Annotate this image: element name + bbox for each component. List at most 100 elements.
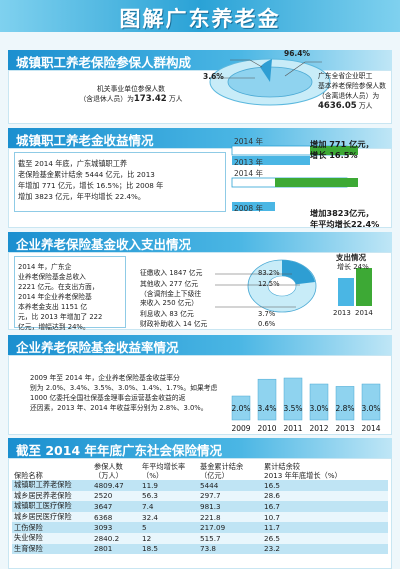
table-cell: 城镇职工养老保险 <box>12 480 92 491</box>
table-cell: 10.7 <box>262 511 388 523</box>
table-cell: 11.7 <box>262 522 388 533</box>
table-cell: 6368 <box>92 511 140 523</box>
table-cell: 981.3 <box>198 501 262 512</box>
sec1-left-note: 机关事业单位参保人数 （含退休人员）为173.42 万人 <box>56 84 206 104</box>
yield-bar-label: 3.5% <box>283 404 302 413</box>
sec1-left-line: （含退休人员）为 <box>79 95 134 103</box>
section-3-title: 企业养老保险基金收入支出情况 <box>16 237 192 252</box>
expense-growth: 增长 24% <box>337 263 369 271</box>
sec2-text-line: 截至 2014 年底，广东城镇职工养 <box>18 159 128 168</box>
income-pct-5: 0.6% <box>258 320 276 328</box>
sec1-left-unit: 万人 <box>168 95 183 103</box>
table-cell: 5 <box>140 522 198 533</box>
table-cell: 221.8 <box>198 511 262 523</box>
table-cell: 5444 <box>198 480 262 491</box>
pie-pct-small: 3.6% <box>203 72 224 81</box>
table-cell: 16.7 <box>262 501 388 512</box>
sec4-text-line: 别为 2.0%、3.4%、3.5%、3.0%、1.4%、1.7%。如果考虑 <box>30 384 218 392</box>
sec3-text-line: 2014 年企业养老保险基 <box>18 293 92 301</box>
sec3-text-line: 本养老金支出 1151 亿 <box>18 303 88 311</box>
table-row: 工伤保险 3093 5 217.09 11.7 <box>12 522 388 533</box>
table-cell: 56.3 <box>140 490 198 502</box>
yield-year-label: 2013 <box>335 424 354 433</box>
table-cell: 7.4 <box>140 501 198 512</box>
income-pct-1: 12.5% <box>258 280 280 288</box>
sec3-text-line: 亿元，增幅达到 24%。 <box>18 323 90 331</box>
sec1-right-value: 4636.05 <box>318 101 357 111</box>
sec2-text: 截至 2014 年底，广东城镇职工养 老保险基金累计结余 5444 亿元，比 2… <box>18 158 224 202</box>
table-cell: 11.9 <box>140 480 198 491</box>
table-cell: 18.5 <box>140 543 198 555</box>
bar-2013 <box>232 156 310 165</box>
table-cell: 217.09 <box>198 522 262 533</box>
yield-bar <box>257 378 277 421</box>
table-row: 城镇职工养老保险 4809.47 11.9 5444 16.5 <box>12 480 388 491</box>
table-row: 城乡居民医疗保险 6368 32.4 221.8 10.7 <box>12 511 388 523</box>
table-cell: 失业保险 <box>12 532 92 544</box>
yield-bar <box>309 383 329 421</box>
sec4-text-line: 1000 亿委托全国社保基金理事会运营基金收益的返 <box>30 394 186 402</box>
sec2-text-box <box>14 152 226 212</box>
table-cell: 城镇职工医疗保险 <box>12 501 92 512</box>
sec3-text-line: 2014 年，广东企 <box>18 263 72 271</box>
table-cell: 32.4 <box>140 511 198 523</box>
sec4-text-line: 2009 年至 2014 年，企业养老保险基金收益率分 <box>30 374 180 382</box>
sec4-text-line: 还因素，2013 年、2014 年收益率分别为 2.8%、3.0%。 <box>30 404 208 412</box>
bar-2008 <box>232 202 275 211</box>
table-header-cell: 参保人数 （万人） <box>94 462 123 480</box>
sec3-text-line: 元，比 2013 年增加了 222 <box>18 313 103 321</box>
callout-a-line: 增加 771 亿元， <box>310 139 374 149</box>
callout-b: 增加3823亿元， 年平均增长22.4% <box>310 208 379 230</box>
table-cell: 生育保险 <box>12 543 92 555</box>
table-header-cell: 累计结余较 2013 年年底增长（%） <box>264 462 342 480</box>
yield-year-label: 2010 <box>257 424 276 433</box>
table-cell: 4809.47 <box>92 480 140 491</box>
table-cell: 2801 <box>92 543 140 555</box>
table-row: 生育保险 2801 18.5 73.8 23.2 <box>12 543 388 555</box>
income-item-0: 征缴收入 1847 亿元 <box>140 269 203 277</box>
sec4-text: 2009 年至 2014 年，企业养老保险基金收益率分 别为 2.0%、3.4%… <box>30 373 220 413</box>
income-item-2: （含调剂金上下级往 <box>140 290 202 298</box>
sec2-text-line: 老保险基金累计结余 5444 亿元，比 2013 <box>18 170 155 179</box>
yield-bar <box>335 386 355 421</box>
yield-year-label: 2009 <box>231 424 250 433</box>
table-cell: 73.8 <box>198 543 262 555</box>
table-cell: 12 <box>140 532 198 544</box>
section-2-bars <box>231 145 358 211</box>
insurance-table: 保险名称 参保人数 （万人） 年平均增长率 （%） 基金累计结余 （亿元） 累计… <box>12 462 388 555</box>
table-cell: 2520 <box>92 490 140 502</box>
sec2-text-line: 增加 3823 亿元，年平均增长 22.4%。 <box>18 192 146 201</box>
callout-a-line: 增长 16.5% <box>310 150 358 160</box>
table-header-cell: 年平均增长率 （%） <box>142 462 186 480</box>
sec3-text-line: 业养老保险基金总收入 <box>18 273 86 281</box>
section-1-title: 城镇职工养老保险参保人群构成 <box>16 55 192 70</box>
table-cell: 城乡居民养老保险 <box>12 490 92 502</box>
callout-a: 增加 771 亿元， 增长 16.5% <box>310 139 374 161</box>
table-cell: 3647 <box>92 501 140 512</box>
yield-year-label: 2014 <box>361 424 380 433</box>
yield-chart: 2.0% 2009 3.4% 2010 3.5% 2011 3.0% 2012 2.8% 2013… <box>231 377 381 433</box>
section-4-header: 企业养老保险基金收益率情况 <box>8 335 392 355</box>
section-5-title: 截至 2014 年年底广东社会保险情况 <box>16 443 222 458</box>
income-item-3: 来收入 250 亿元） <box>140 299 199 307</box>
table-cell: 23.2 <box>262 543 388 555</box>
yield-bar-label: 3.0% <box>309 404 328 413</box>
section-4-title: 企业养老保险基金收益率情况 <box>16 340 179 355</box>
sec1-left-value: 173.42 <box>133 94 167 104</box>
yield-year-label: 2011 <box>283 424 302 433</box>
label-year-2013: 2013 年 <box>234 158 263 167</box>
sec1-right-line: （含离退休人员）为 <box>318 92 380 100</box>
label-year-2014-b: 2014 年 <box>234 169 263 178</box>
bar-2014-a <box>310 146 358 155</box>
table-cell: 城乡居民医疗保险 <box>12 511 92 523</box>
section-5-header: 截至 2014 年年底广东社会保险情况 <box>8 438 392 458</box>
table-cell: 16.5 <box>262 480 388 491</box>
section-2-header: 城镇职工养老金收益情况 <box>8 128 392 148</box>
income-pct-4: 3.7% <box>258 310 276 318</box>
label-year-2008: 2008 年 <box>234 204 263 213</box>
table-cell: 工伤保险 <box>12 522 92 533</box>
page-title: 图解广东养老金 <box>119 7 281 31</box>
table-cell: 297.7 <box>198 490 262 502</box>
yield-year-label: 2012 <box>309 424 328 433</box>
sec3-text: 2014 年，广东企 业养老保险基金总收入 2221 亿元。在支出方面， 201… <box>18 262 124 332</box>
